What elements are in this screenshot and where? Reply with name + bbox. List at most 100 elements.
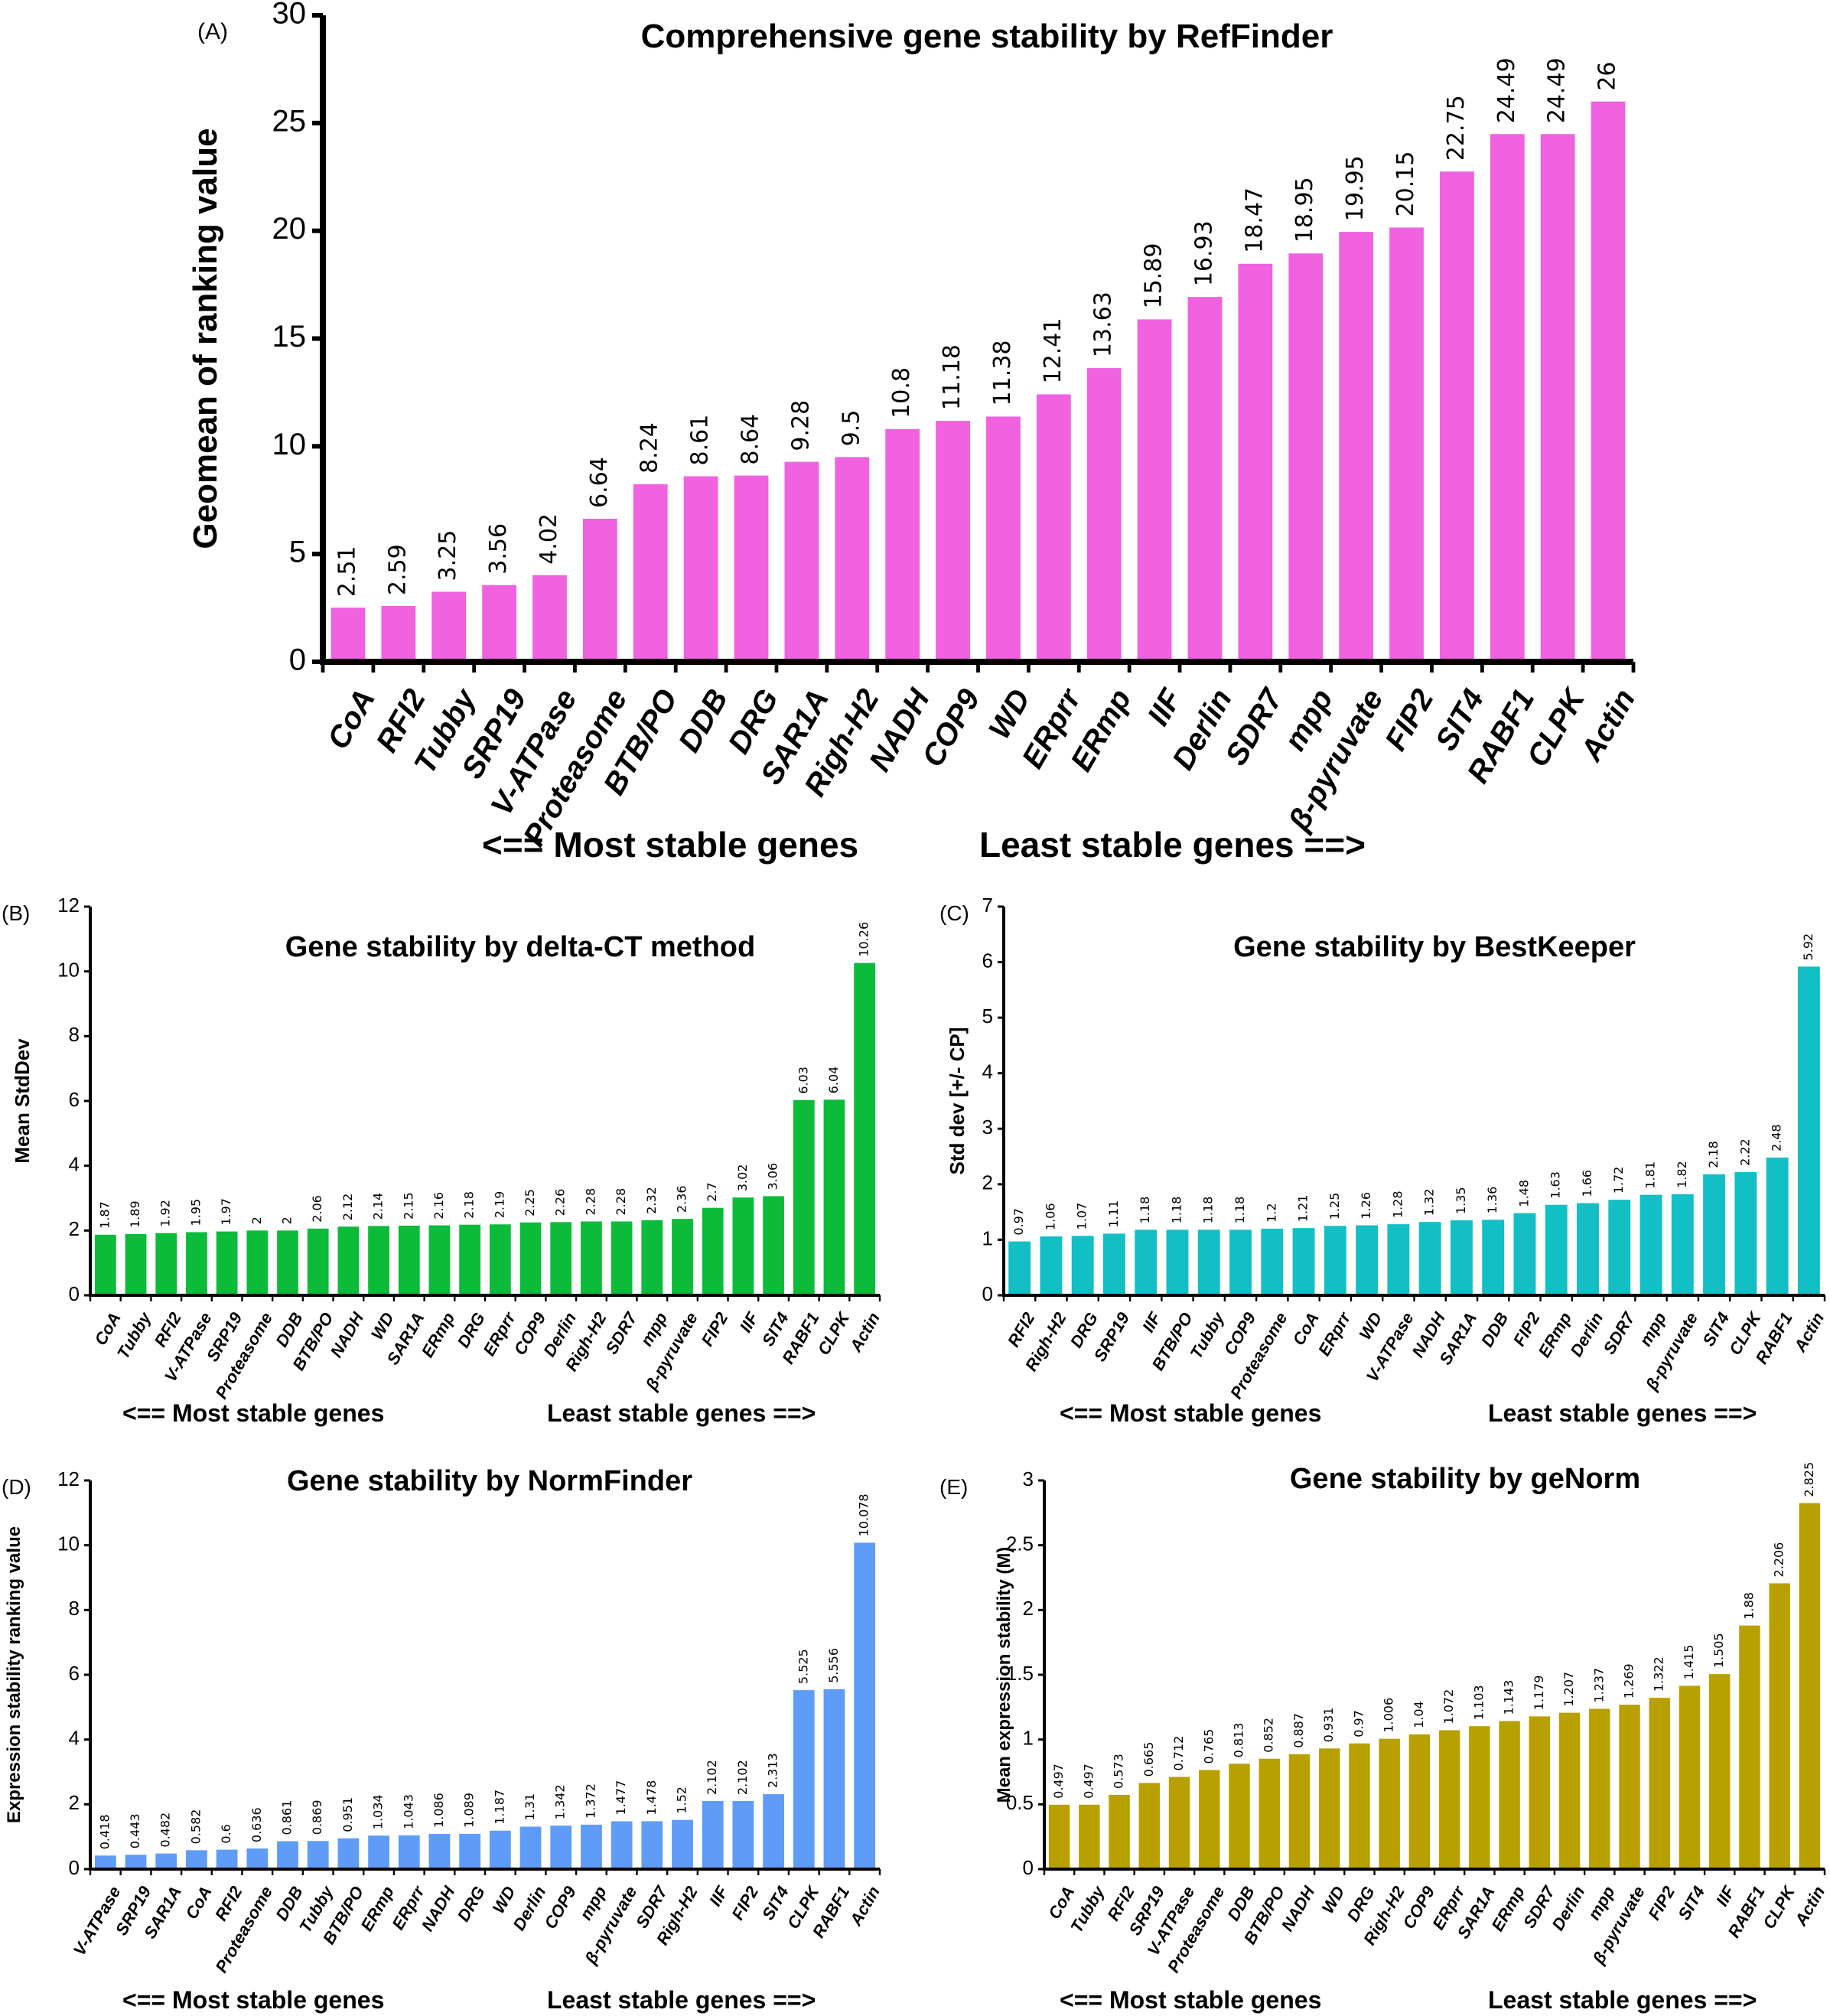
y-tick-label: 12 [57,894,80,917]
data-label: 16.93 [1190,220,1217,286]
bar-actin [1591,101,1626,662]
y-tick-label: 1 [982,1226,993,1249]
data-label: 1.35 [1454,1187,1468,1214]
x-tick-label: FIP2 [1379,684,1440,757]
data-label: 2.825 [1802,1462,1816,1497]
data-label: 1.034 [371,1794,386,1829]
data-label: 26 [1594,61,1621,90]
y-tick-label: 10 [272,428,307,461]
data-label: 2.313 [766,1753,780,1788]
bar-derlin [519,1826,542,1869]
x-tick-label: FIP2 [698,1308,732,1349]
bar-righ-h2 [672,1819,693,1869]
data-label: 2.28 [583,1188,598,1216]
y-tick-label: 10 [57,1532,80,1555]
y-tick-label: 6 [982,949,993,972]
bar-wd [1356,1225,1379,1295]
bar-ermp [1545,1204,1568,1295]
bar-tubby [1079,1804,1100,1869]
data-label: 1.04 [1412,1701,1426,1728]
y-tick-label: 5 [289,536,306,569]
data-label: 0.497 [1051,1764,1066,1799]
bar-v-atpase [1387,1224,1410,1295]
data-label: 1.043 [401,1794,415,1829]
least-stable-caption: Least stable genes ==> [547,1399,816,1427]
x-tick-label: Derlin [1566,1309,1607,1360]
y-axis-label: Expression stability ranking value [4,1526,24,1823]
data-label: 2.48 [1770,1124,1784,1151]
bar-coa [94,1234,116,1295]
data-label: 3.25 [435,530,461,581]
y-tick-label: 0 [289,643,306,677]
bar-fip2 [732,1801,754,1869]
data-label: 1.415 [1682,1645,1696,1680]
bar-rfi2 [1008,1241,1031,1295]
x-tick-label: Tubby [1187,1308,1229,1362]
y-tick-label: 2 [1023,1597,1034,1620]
bar-proteasome [246,1848,269,1869]
x-tick-label: FIP2 [1644,1882,1679,1923]
y-axis-label: Std dev [+/- CP] [946,1028,969,1175]
bar-wd [368,1226,389,1295]
data-label: 6.03 [796,1067,810,1094]
data-label: 2.32 [644,1187,659,1214]
bar-rabf1 [823,1689,845,1869]
bar-iif [1135,1229,1158,1295]
bar-clpk [1540,134,1575,662]
bar-srp19 [125,1855,147,1869]
bar-ddb [1482,1220,1505,1295]
data-label: 1.18 [1201,1197,1216,1224]
bar-cop9 [1229,1229,1252,1295]
data-label: 6.64 [586,457,613,508]
bar-actin [1797,966,1820,1295]
data-label: 1.143 [1502,1680,1516,1715]
bar--pyruvate [1619,1705,1640,1869]
bar-v-atpase [186,1232,207,1295]
least-stable-caption: Least stable genes ==> [547,1986,816,2014]
panel-label: (C) [939,901,969,925]
y-tick-label: 2 [982,1171,993,1194]
y-tick-label: 12 [57,1467,80,1490]
bar-ermp [428,1225,451,1295]
most-stable-caption: <== Most stable genes [122,1986,384,2014]
bar-mpp [1589,1708,1610,1869]
data-label: 12.41 [1040,318,1066,384]
panel-label: (A) [197,19,228,44]
most-stable-caption: <== Most stable genes [1060,1399,1321,1427]
bar-rabf1 [1490,134,1525,662]
panel-label: (B) [2,901,30,925]
bar-wd [489,1830,511,1869]
bar-drg [734,475,769,662]
y-tick-label: 1 [1023,1727,1034,1750]
x-tick-label: SDR7 [1600,1308,1640,1357]
x-tick-label: IIF [705,1883,732,1910]
bar-srp19 [482,585,516,662]
bar-ermp [1499,1721,1520,1869]
data-label: 2.16 [431,1192,446,1220]
x-tick-label: CLPK [1759,1881,1799,1932]
data-label: 24.49 [1544,57,1571,123]
data-label: 1.07 [1075,1203,1089,1230]
data-label: 11.38 [989,340,1016,406]
y-tick-label: 0.5 [1006,1791,1034,1814]
data-label: 1.06 [1043,1203,1057,1230]
y-tick-label: 0 [69,1282,80,1305]
bar-sit4 [1679,1685,1701,1869]
bar-rabf1 [1766,1158,1789,1295]
bar-rabf1 [793,1099,815,1295]
data-label: 1.18 [1138,1197,1152,1224]
data-label: 0.861 [280,1800,295,1835]
bar-drg [1349,1743,1370,1869]
data-label: 2.102 [735,1760,750,1795]
data-label: 2.206 [1772,1542,1786,1578]
data-label: 2 [249,1216,264,1224]
bar-drg [459,1224,481,1295]
data-label: 0.97 [1351,1710,1366,1738]
y-tick-label: 1.5 [1006,1662,1034,1685]
bar-mpp [581,1824,602,1869]
data-label: 0.887 [1291,1713,1306,1748]
bar-cop9 [936,421,970,662]
bar-derlin [1558,1712,1581,1869]
y-axis-label: Mean StdDev [11,1038,34,1164]
bar-sdr7 [1238,263,1273,662]
